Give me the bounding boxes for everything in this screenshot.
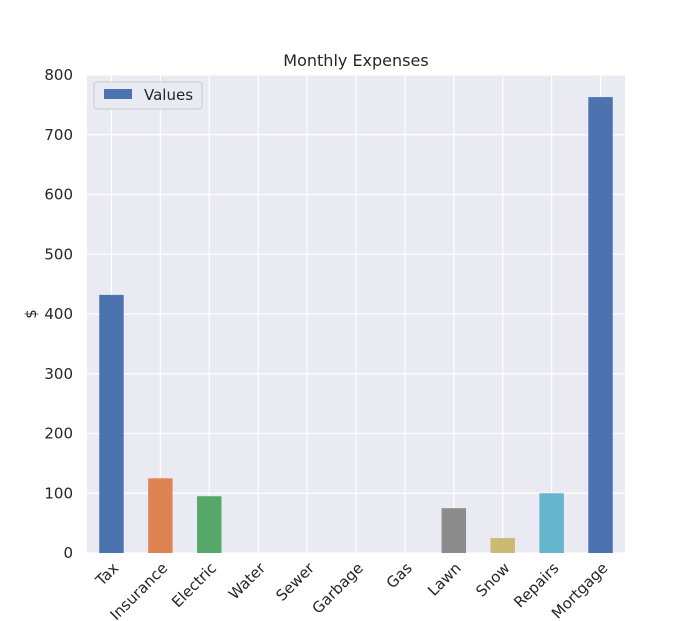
bar-mortgage xyxy=(588,97,613,554)
y-tick-label: 200 xyxy=(44,425,73,443)
legend-box xyxy=(93,81,203,110)
y-tick-label: 700 xyxy=(44,126,73,144)
y-axis-label: $ xyxy=(22,309,40,319)
bar-insurance xyxy=(148,478,173,553)
x-tick-label: Electric xyxy=(168,559,220,611)
x-tick-label: Gas xyxy=(383,559,416,592)
y-tick-label: 600 xyxy=(44,186,73,204)
y-tick-label: 800 xyxy=(44,66,73,84)
bar-electric xyxy=(197,496,222,553)
x-tick-label: Sewer xyxy=(272,559,318,605)
x-tick-label: Tax xyxy=(91,559,122,590)
x-tick-label: Water xyxy=(225,559,270,604)
y-tick-label: 500 xyxy=(44,245,73,263)
legend-label: Values xyxy=(144,86,193,104)
y-tick-label: 100 xyxy=(44,484,73,502)
y-axis-ticks: 0 100 200 300 400 500 600 700 800 xyxy=(44,66,73,562)
y-tick-label: 300 xyxy=(44,365,73,383)
y-tick-label: 400 xyxy=(44,305,73,323)
y-tick-label: 0 xyxy=(63,544,73,562)
bar-lawn xyxy=(441,508,467,553)
bars xyxy=(99,97,613,554)
bar-tax xyxy=(99,294,124,553)
bar-repairs xyxy=(539,493,564,553)
bar-snow xyxy=(490,538,515,553)
x-tick-label: Garbage xyxy=(309,559,367,617)
x-tick-label: Lawn xyxy=(424,559,465,600)
legend-swatch xyxy=(104,89,132,99)
x-tick-label: Snow xyxy=(472,559,513,600)
legend: Values xyxy=(93,81,203,110)
chart-title: Monthly Expenses xyxy=(283,51,428,70)
